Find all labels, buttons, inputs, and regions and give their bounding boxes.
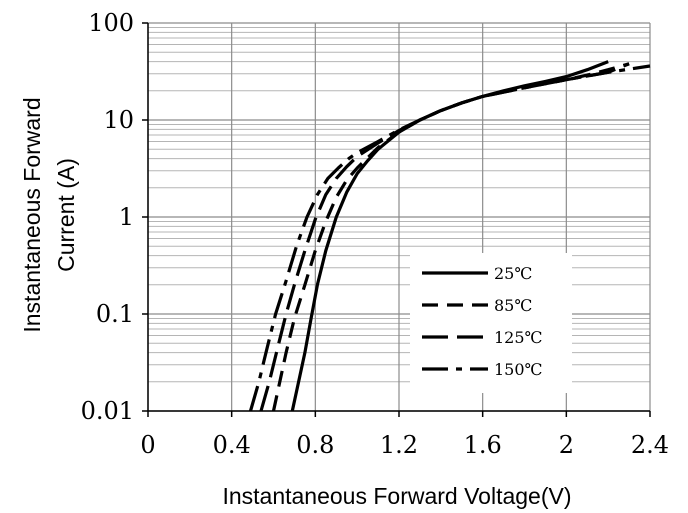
series-line-4	[248, 64, 651, 412]
y-tick-label: 1	[119, 203, 134, 231]
x-tick-label: 0.8	[296, 431, 334, 459]
x-tick-label: 0	[140, 431, 155, 459]
x-tick-label: 1.2	[380, 431, 418, 459]
series-layer	[248, 60, 651, 412]
y-tick-label: 0.01	[81, 397, 134, 425]
x-axis-title: Instantaneous Forward Voltage(V)	[222, 483, 571, 509]
x-tick-label: 2	[559, 431, 574, 459]
y-tick-label: 0.1	[96, 300, 134, 328]
x-tick-label: 0.4	[213, 431, 251, 459]
x-tick-label: 2.4	[631, 431, 669, 459]
legend: 25℃ 85℃ 125℃ 150℃	[410, 253, 572, 393]
y-axis-title: Current (A)	[53, 158, 79, 272]
x-tick-label: 1.6	[464, 431, 502, 459]
y-axis-title-line-1: Instantaneous Forward	[19, 97, 45, 332]
legend-label-2: 85℃	[494, 296, 532, 315]
legend-label-3: 125℃	[494, 328, 542, 347]
y-axis-title: Instantaneous Forward	[19, 97, 45, 332]
y-tick-label: 10	[103, 106, 134, 134]
grid-lines	[147, 22, 651, 412]
legend-label-1: 25℃	[494, 264, 532, 283]
y-axis-title-line-2: Current (A)	[53, 158, 79, 272]
legend-label-4: 150℃	[494, 360, 542, 379]
y-tick-label: 100	[88, 9, 134, 37]
axes: 0.01 0.1 1 10 100 0 0.4 0.8 1.2 1.6 2 2.4	[81, 9, 670, 459]
